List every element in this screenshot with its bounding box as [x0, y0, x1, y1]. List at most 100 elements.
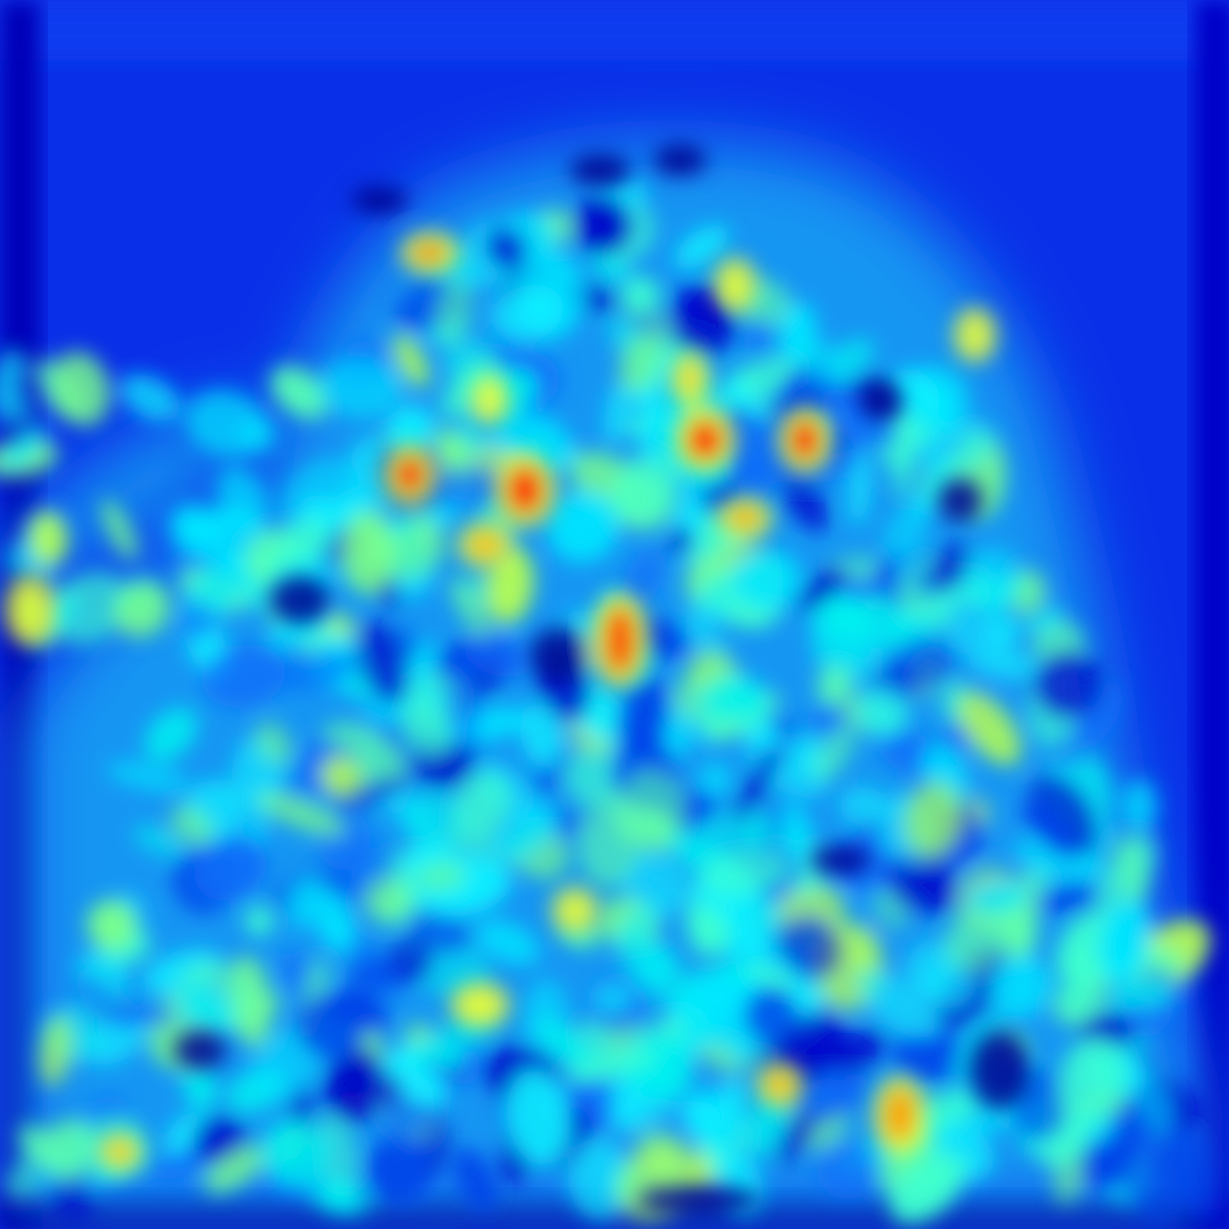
texture-blob	[604, 380, 632, 445]
texture-blob	[201, 644, 286, 709]
texture-blob	[946, 611, 993, 655]
texture-blob	[615, 677, 671, 759]
texture-blob	[416, 861, 466, 892]
texture-blob	[929, 542, 972, 592]
texture-blob	[215, 466, 269, 534]
hotspot-core	[18, 588, 42, 632]
texture-blob	[364, 1135, 435, 1205]
hotspot-core	[727, 271, 743, 299]
texture-blob	[112, 1005, 177, 1028]
texture-blob	[245, 906, 274, 936]
texture-blob	[394, 334, 429, 388]
texture-blob	[317, 357, 404, 418]
texture-blob	[621, 277, 660, 313]
texture-blob	[475, 919, 540, 965]
texture-blob	[1113, 833, 1149, 905]
texture-blob	[492, 284, 564, 341]
texture-blob	[0, 422, 48, 471]
texture-blob	[106, 761, 190, 793]
hotspot-core	[471, 535, 499, 555]
hotspot-core	[791, 420, 819, 460]
texture-blob	[315, 892, 353, 950]
texture-blob	[441, 356, 499, 419]
texture-blob	[287, 877, 326, 928]
texture-blob	[986, 616, 1019, 649]
right-dark-edge	[1195, 0, 1229, 1229]
texture-blob	[179, 601, 215, 642]
texture-blob	[849, 452, 871, 527]
texture-blob	[465, 633, 534, 678]
texture-blob	[778, 915, 844, 980]
texture-blob	[453, 772, 511, 841]
texture-blob	[612, 453, 680, 526]
hotspot-core	[731, 510, 759, 526]
texture-blob	[415, 1039, 462, 1072]
texture-blob	[732, 549, 802, 611]
hotspot-core	[396, 457, 424, 493]
hotspot-core	[886, 1089, 914, 1141]
texture-blob	[535, 1017, 600, 1074]
texture-blob	[547, 490, 620, 563]
hotspot-core	[967, 321, 983, 349]
texture-blob	[256, 791, 345, 836]
texture-blob	[453, 1147, 497, 1212]
texture-blob	[87, 900, 137, 951]
texture-blob	[49, 591, 76, 631]
texture-blob	[619, 332, 664, 393]
texture-blob	[699, 762, 731, 798]
texture-blob	[567, 1138, 631, 1221]
texture-blob	[0, 395, 37, 428]
texture-blob	[170, 805, 213, 846]
low-response-pocket	[810, 846, 870, 874]
texture-blob	[101, 499, 138, 561]
low-response-pocket	[530, 627, 590, 683]
low-response-pocket	[352, 186, 408, 214]
texture-blob	[119, 374, 181, 421]
texture-blob	[261, 1119, 329, 1187]
hotspot-core	[464, 995, 496, 1015]
texture-blob	[616, 925, 689, 1005]
texture-blob	[677, 976, 767, 1048]
texture-blob	[177, 982, 235, 1039]
texture-blob	[1059, 1037, 1126, 1125]
texture-blob	[335, 776, 410, 810]
texture-blob	[1075, 681, 1123, 749]
texture-blob	[816, 1140, 878, 1200]
texture-blob	[835, 1027, 885, 1075]
texture-blob	[530, 745, 572, 796]
texture-blob	[1037, 882, 1099, 915]
texture-blob	[1106, 1108, 1176, 1178]
texture-blob	[39, 1016, 72, 1087]
texture-blob	[387, 406, 435, 454]
texture-blob	[686, 905, 729, 952]
texture-blob	[573, 194, 633, 256]
texture-blob	[621, 548, 665, 610]
texture-blob	[702, 674, 770, 724]
texture-blob	[917, 1089, 980, 1125]
texture-blob	[892, 1029, 972, 1082]
texture-blob	[924, 964, 976, 1009]
texture-blob	[114, 581, 170, 638]
texture-blob	[1113, 976, 1174, 1008]
texture-blob	[958, 691, 1022, 766]
texture-blob	[1120, 779, 1157, 834]
texture-blob	[132, 824, 184, 857]
low-response-pocket	[570, 154, 630, 186]
texture-blob	[797, 565, 848, 612]
texture-blob	[890, 1151, 966, 1225]
texture-blob	[774, 1113, 817, 1163]
texture-blob	[49, 571, 130, 645]
texture-blob	[308, 1174, 371, 1217]
texture-blob	[381, 524, 448, 580]
hotspot-core	[112, 1146, 128, 1158]
texture-blob	[990, 955, 1051, 1019]
texture-blob	[185, 390, 268, 457]
texture-blob	[1125, 1167, 1184, 1228]
low-response-pocket	[654, 144, 706, 176]
low-response-pocket	[970, 1030, 1030, 1110]
low-response-pocket	[174, 1030, 226, 1070]
texture-blob	[369, 1072, 403, 1108]
texture-blob	[1052, 978, 1108, 1026]
